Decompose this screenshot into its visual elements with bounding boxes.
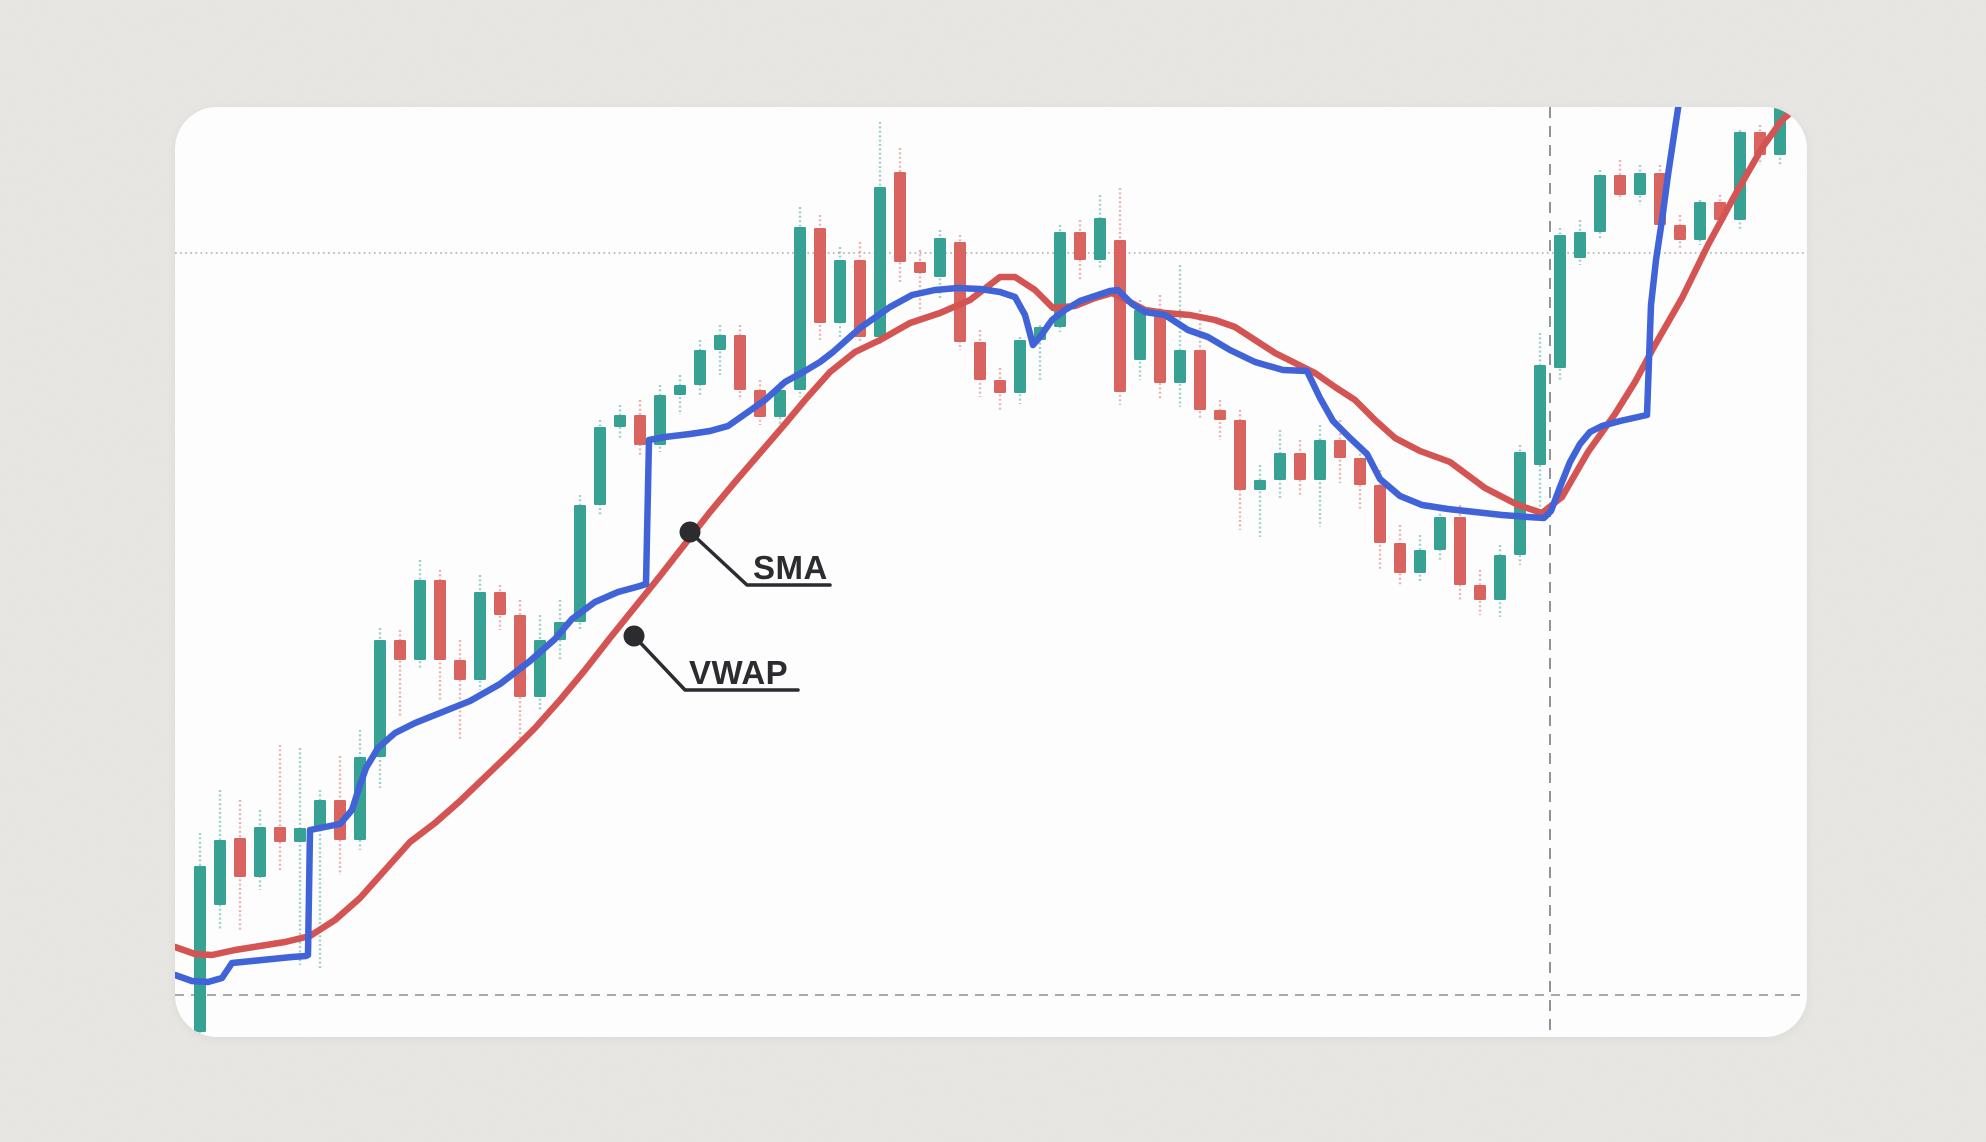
vwap-label: VWAP — [689, 654, 789, 691]
candlestick-chart — [175, 107, 1807, 1037]
chart-card: SMA VWAP — [175, 107, 1807, 1037]
sma-label: SMA — [753, 549, 828, 586]
